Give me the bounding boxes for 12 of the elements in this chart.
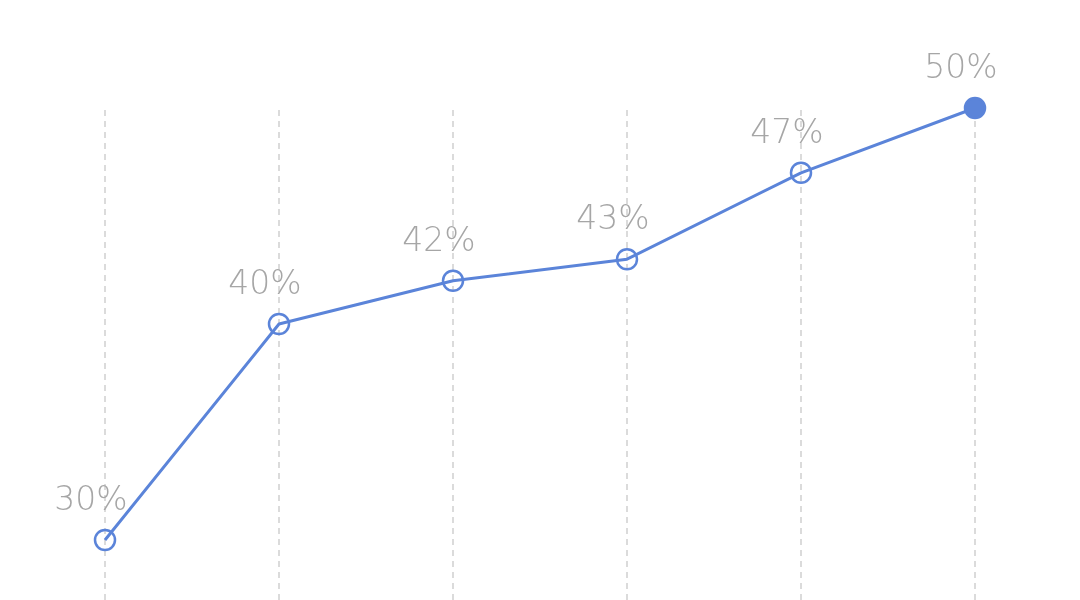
data-label: 47% [750,111,824,151]
data-label: 50% [924,47,998,86]
point [963,96,987,120]
data-label: 43% [576,198,650,238]
data-label: 30% [54,479,128,518]
point [789,161,813,185]
point [267,312,291,336]
data-label: 42% [402,219,476,259]
point [615,247,639,271]
point [93,528,117,552]
point [441,269,465,293]
data-label: 40% [228,263,302,302]
